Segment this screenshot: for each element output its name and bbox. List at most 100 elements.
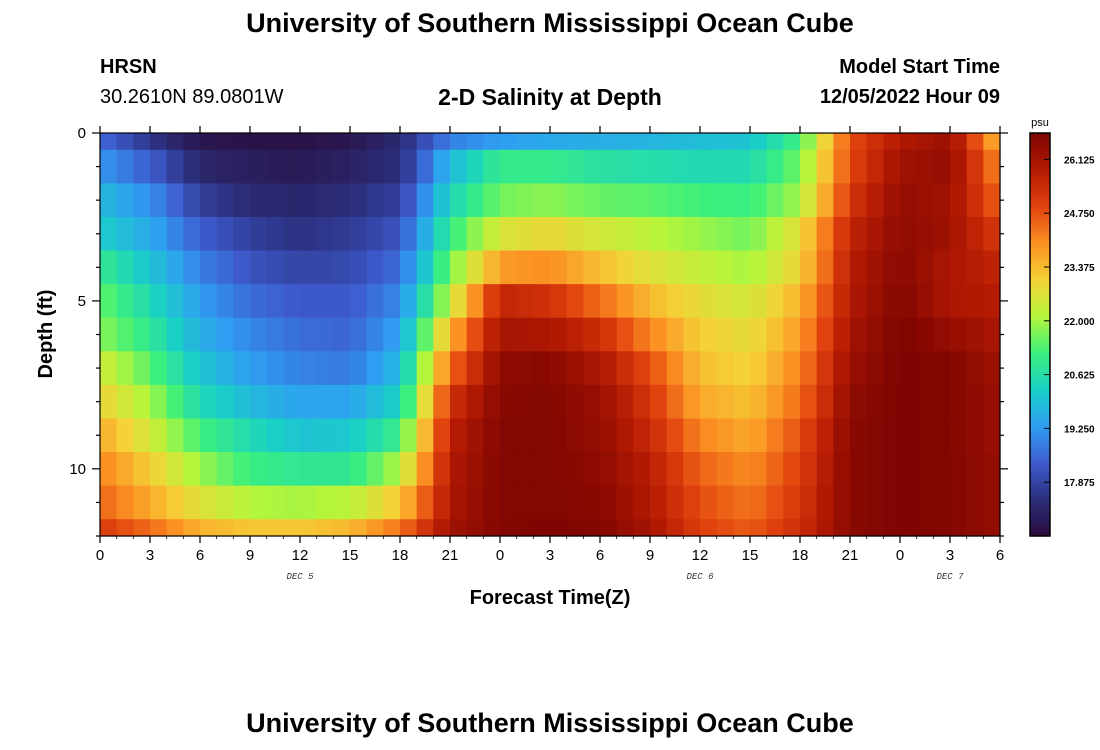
heatmap-cell [850, 384, 868, 420]
heatmap-cell [750, 149, 768, 184]
heatmap-cell [600, 149, 618, 184]
x-tick-label: 12 [292, 547, 309, 564]
heatmap-cell [116, 183, 134, 218]
heatmap-cell [866, 485, 884, 520]
heatmap-cell [916, 317, 934, 352]
heatmap-cell [600, 351, 618, 386]
heatmap-cell [783, 133, 801, 151]
heatmap-cell [450, 418, 468, 453]
heatmap-cell [333, 485, 351, 520]
heatmap-cell [666, 452, 684, 487]
heatmap-cell [450, 351, 468, 386]
heatmap-cell [716, 133, 734, 151]
heatmap-cell [600, 317, 618, 352]
heatmap-cell [733, 317, 751, 352]
heatmap-cell [400, 133, 418, 151]
heatmap-cell [766, 284, 784, 319]
heatmap-cell [850, 519, 868, 537]
heatmap-cell [516, 418, 534, 453]
heatmap-cell [533, 183, 551, 218]
heatmap-cell [566, 452, 584, 487]
heatmap-cell [616, 519, 634, 537]
heatmap-cell [350, 216, 368, 252]
heatmap-cell [483, 351, 501, 386]
heatmap-cell [100, 519, 118, 537]
heatmap-cell [916, 183, 934, 218]
heatmap-cell [400, 519, 418, 537]
heatmap-cell [150, 250, 168, 285]
heatmap-cell [683, 452, 701, 487]
heatmap-cell [866, 250, 884, 285]
heatmap-cell [950, 452, 968, 487]
heatmap-cell [416, 284, 434, 319]
heatmap-cell [916, 485, 934, 520]
heatmap-cell [150, 183, 168, 218]
heatmap-cell [116, 250, 134, 285]
heatmap-cell [766, 250, 784, 285]
heatmap-cell [100, 133, 118, 151]
heatmap-cell [700, 250, 718, 285]
heatmap-cell [966, 418, 984, 453]
heatmap-cell [183, 250, 201, 285]
heatmap-cell [650, 216, 668, 252]
heatmap-cell [333, 284, 351, 319]
heatmap-cell [866, 384, 884, 420]
heatmap-cell [750, 485, 768, 520]
heatmap-cell [200, 519, 218, 537]
heatmap-cell [633, 519, 651, 537]
heatmap-cell [200, 149, 218, 184]
heatmap-cell [800, 317, 818, 352]
x-tick-label: 15 [742, 547, 759, 564]
heatmap-cell [550, 284, 568, 319]
heatmap-cell [233, 216, 251, 252]
heatmap-cell [316, 284, 334, 319]
heatmap-cell [250, 216, 268, 252]
heatmap-cell [600, 133, 618, 151]
heatmap-cell [900, 452, 918, 487]
x-tick-label: 21 [842, 547, 859, 564]
heatmap-cell [516, 384, 534, 420]
heatmap-cell [116, 351, 134, 386]
heatmap-cell [350, 149, 368, 184]
heatmap-cell [483, 216, 501, 252]
heatmap-cell [450, 485, 468, 520]
heatmap-cell [366, 317, 384, 352]
colorbar-ticks: 17.875 19.250 20.625 22.000 23.375 24.750 26.1… [1044, 155, 1095, 489]
heatmap-cell [783, 519, 801, 537]
heatmap-cell [633, 133, 651, 151]
heatmap-cell [566, 519, 584, 537]
heatmap-cell [716, 183, 734, 218]
heatmap-cell [900, 149, 918, 184]
heatmap-cell [600, 216, 618, 252]
heatmap-cell [166, 250, 184, 285]
heatmap-cell [383, 216, 401, 252]
heatmap-cell [733, 183, 751, 218]
heatmap-cell [733, 250, 751, 285]
heatmap-cell [916, 452, 934, 487]
heatmap-cell [283, 133, 301, 151]
heatmap-cell [600, 485, 618, 520]
heatmap-cell [550, 519, 568, 537]
heatmap-cell [450, 519, 468, 537]
heatmap-cell [933, 317, 951, 352]
heatmap-cell [166, 284, 184, 319]
heatmap-cell [900, 216, 918, 252]
heatmap-cell [233, 284, 251, 319]
heatmap-cell [416, 149, 434, 184]
heatmap-cell [700, 133, 718, 151]
heatmap-cell [683, 284, 701, 319]
heatmap-cell [633, 418, 651, 453]
heatmap-cell [266, 284, 284, 319]
heatmap-cell [100, 149, 118, 184]
heatmap-cell [666, 183, 684, 218]
colorbar-tick-label: 23.375 [1064, 263, 1095, 274]
heatmap-cell [616, 183, 634, 218]
heatmap-cell [700, 418, 718, 453]
heatmap-cell [150, 351, 168, 386]
heatmap-cell [533, 452, 551, 487]
heatmap-cell [783, 384, 801, 420]
heatmap-cell [116, 384, 134, 420]
heatmap-cell [516, 485, 534, 520]
heatmap-cell [366, 133, 384, 151]
heatmap-cell [383, 284, 401, 319]
